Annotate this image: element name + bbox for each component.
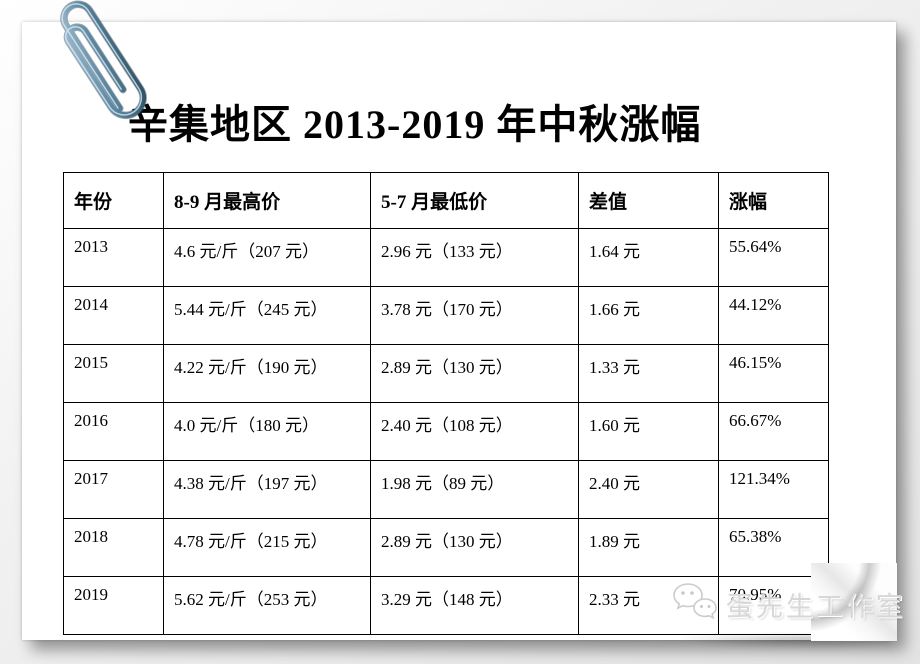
cell-difference: 1.60 元	[578, 402, 719, 461]
col-header-difference: 差值	[578, 172, 719, 229]
cell-increase: 121.34%	[718, 460, 829, 519]
cell-high-price: 4.78 元/斤（215 元）	[163, 518, 371, 577]
cell-low-price: 2.89 元（130 元）	[370, 344, 579, 403]
watermark-text: 蛋先生工作室	[726, 592, 906, 622]
page-curl	[811, 563, 897, 641]
cell-increase: 66.67%	[718, 402, 829, 461]
cell-increase: 70.95%	[718, 576, 829, 635]
cell-year: 2015	[63, 344, 164, 403]
cell-difference: 1.66 元	[578, 286, 719, 345]
cell-year: 2018	[63, 518, 164, 577]
cell-high-price: 5.44 元/斤（245 元）	[163, 286, 371, 345]
wechat-icon	[671, 581, 719, 628]
cell-high-price: 4.38 元/斤（197 元）	[163, 460, 371, 519]
table-row: 2013 4.6 元/斤（207 元） 2.96 元（133 元） 1.64 元…	[63, 228, 829, 287]
cell-low-price: 3.29 元（148 元）	[370, 576, 579, 635]
cell-low-price: 2.89 元（130 元）	[370, 518, 579, 577]
col-header-year: 年份	[63, 172, 164, 229]
col-header-low-price: 5-7 月最低价	[370, 172, 579, 229]
cell-year: 2013	[63, 228, 164, 287]
cell-low-price: 2.40 元（108 元）	[370, 402, 579, 461]
cell-high-price: 4.0 元/斤（180 元）	[163, 402, 371, 461]
cell-difference: 1.33 元	[578, 344, 719, 403]
cell-increase: 55.64%	[718, 228, 829, 287]
cell-year: 2014	[63, 286, 164, 345]
paperclip-icon	[18, 0, 158, 149]
cell-difference: 2.40 元	[578, 460, 719, 519]
cell-year: 2019	[63, 576, 164, 635]
cell-difference: 1.64 元	[578, 228, 719, 287]
cell-increase: 44.12%	[718, 286, 829, 345]
table-row: 2015 4.22 元/斤（190 元） 2.89 元（130 元） 1.33 …	[63, 344, 829, 403]
cell-high-price: 5.62 元/斤（253 元）	[163, 576, 371, 635]
cell-year: 2016	[63, 402, 164, 461]
table-row: 2014 5.44 元/斤（245 元） 3.78 元（170 元） 1.66 …	[63, 286, 829, 345]
cell-low-price: 3.78 元（170 元）	[370, 286, 579, 345]
cell-increase: 46.15%	[718, 344, 829, 403]
watermark: 蛋先生工作室	[671, 581, 906, 628]
col-header-high-price: 8-9 月最高价	[163, 172, 371, 229]
table-row: 2017 4.38 元/斤（197 元） 1.98 元（89 元） 2.40 元…	[63, 460, 829, 519]
cell-year: 2017	[63, 460, 164, 519]
cell-low-price: 2.96 元（133 元）	[370, 228, 579, 287]
cell-low-price: 1.98 元（89 元）	[370, 460, 579, 519]
price-table: 年份 8-9 月最高价 5-7 月最低价 差值 涨幅 2013 4.6 元/斤（…	[63, 172, 829, 635]
cell-high-price: 4.22 元/斤（190 元）	[163, 344, 371, 403]
page-title: 辛集地区 2013-2019 年中秋涨幅	[128, 102, 702, 147]
cell-increase: 65.38%	[718, 518, 829, 577]
table-row: 2016 4.0 元/斤（180 元） 2.40 元（108 元） 1.60 元…	[63, 402, 829, 461]
table-row: 2018 4.78 元/斤（215 元） 2.89 元（130 元） 1.89 …	[63, 518, 829, 577]
cell-difference: 1.89 元	[578, 518, 719, 577]
col-header-increase: 涨幅	[718, 172, 829, 229]
table-header-row: 年份 8-9 月最高价 5-7 月最低价 差值 涨幅	[63, 172, 829, 229]
cell-high-price: 4.6 元/斤（207 元）	[163, 228, 371, 287]
document-page: 辛集地区 2013-2019 年中秋涨幅 年份 8-9 月最高价 5-7 月最低…	[22, 22, 903, 649]
